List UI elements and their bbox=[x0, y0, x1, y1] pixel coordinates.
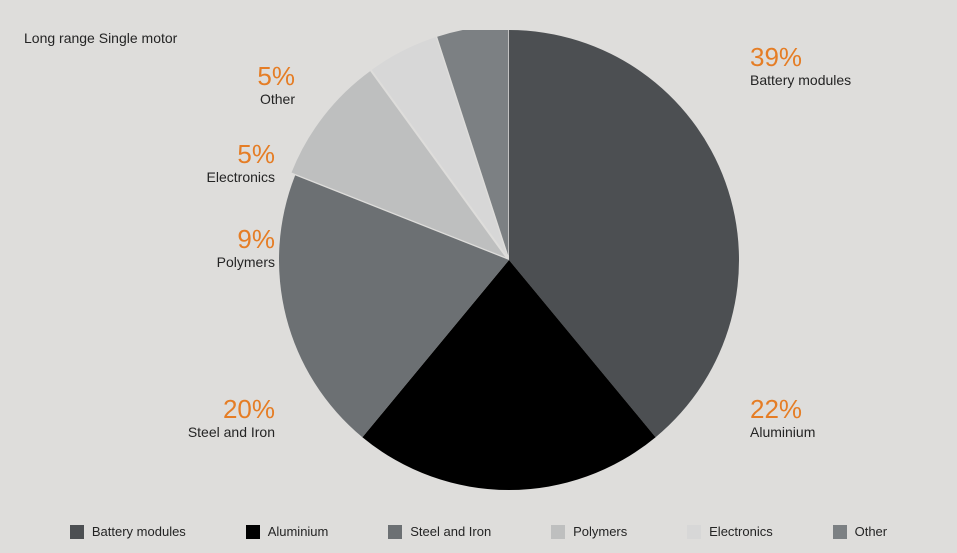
legend-swatch bbox=[833, 525, 847, 539]
legend-swatch bbox=[551, 525, 565, 539]
legend: Battery modules Aluminium Steel and Iron Po… bbox=[0, 524, 957, 539]
legend-label: Polymers bbox=[573, 524, 627, 539]
pie-chart bbox=[279, 30, 739, 490]
slice-percent: 20% bbox=[155, 395, 275, 424]
legend-label: Electronics bbox=[709, 524, 773, 539]
slice-label-aluminium: 22%Aluminium bbox=[750, 395, 815, 441]
slice-percent: 39% bbox=[750, 43, 851, 72]
legend-label: Steel and Iron bbox=[410, 524, 491, 539]
legend-swatch bbox=[388, 525, 402, 539]
legend-label: Aluminium bbox=[268, 524, 329, 539]
legend-swatch bbox=[70, 525, 84, 539]
slice-label-other: 5%Other bbox=[175, 62, 295, 108]
slice-name: Battery modules bbox=[750, 72, 851, 90]
slice-label-battery-modules: 39%Battery modules bbox=[750, 43, 851, 89]
slice-percent: 9% bbox=[155, 225, 275, 254]
legend-item-polymers: Polymers bbox=[551, 524, 627, 539]
slice-name: Polymers bbox=[155, 254, 275, 272]
slice-name: Electronics bbox=[155, 169, 275, 187]
slice-name: Steel and Iron bbox=[155, 424, 275, 442]
slice-name: Aluminium bbox=[750, 424, 815, 442]
pie-svg bbox=[279, 30, 739, 490]
legend-label: Battery modules bbox=[92, 524, 186, 539]
slice-percent: 5% bbox=[155, 140, 275, 169]
slice-label-polymers: 9%Polymers bbox=[155, 225, 275, 271]
slice-percent: 5% bbox=[175, 62, 295, 91]
slice-name: Other bbox=[175, 91, 295, 109]
slice-label-electronics: 5%Electronics bbox=[155, 140, 275, 186]
legend-swatch bbox=[687, 525, 701, 539]
legend-swatch bbox=[246, 525, 260, 539]
chart-title: Long range Single motor bbox=[24, 30, 177, 46]
legend-item-other: Other bbox=[833, 524, 888, 539]
legend-item-battery-modules: Battery modules bbox=[70, 524, 186, 539]
legend-label: Other bbox=[855, 524, 888, 539]
slice-percent: 22% bbox=[750, 395, 815, 424]
legend-item-aluminium: Aluminium bbox=[246, 524, 329, 539]
slice-label-steel-and-iron: 20%Steel and Iron bbox=[155, 395, 275, 441]
legend-item-electronics: Electronics bbox=[687, 524, 773, 539]
legend-item-steel-and-iron: Steel and Iron bbox=[388, 524, 491, 539]
